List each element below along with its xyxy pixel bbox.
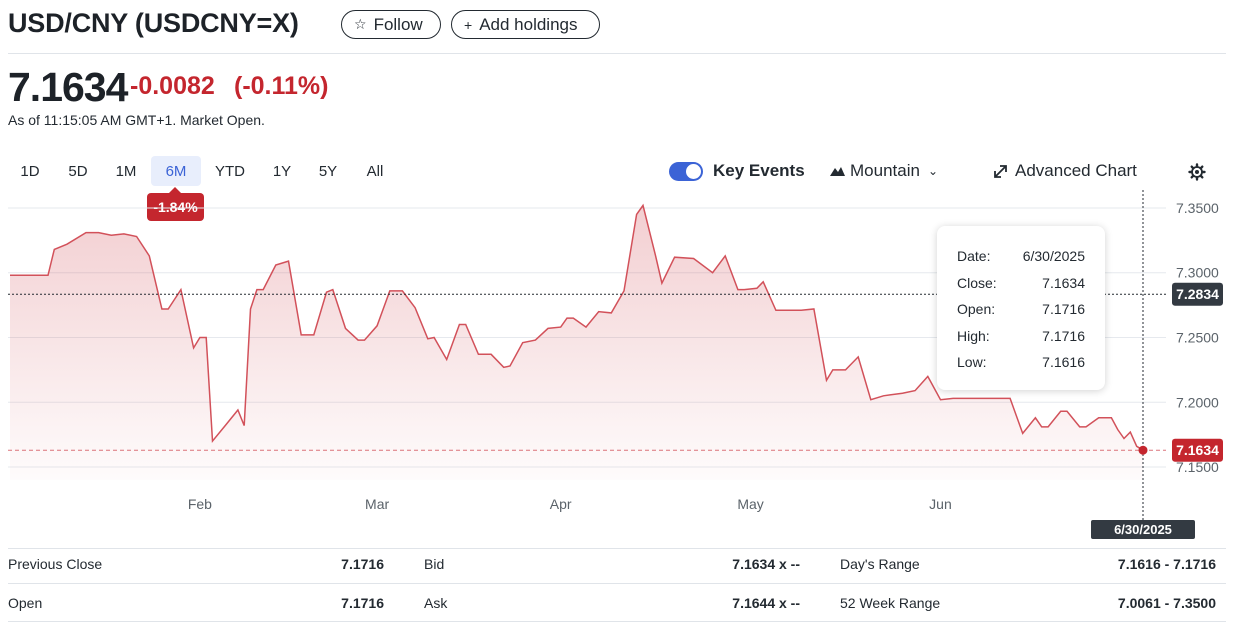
page-title: USD/CNY (USDCNY=X) (8, 8, 299, 38)
x-tick-label: Feb (188, 496, 212, 512)
header-divider (8, 53, 1226, 54)
stat-label: Previous Close (8, 556, 103, 572)
crosshair-price-label: 7.2834 (1172, 282, 1223, 306)
tooltip-close-row: Close: 7.1634 (957, 275, 1085, 291)
stats-bottom-divider (8, 621, 1226, 622)
quote-timestamp: As of 11:15:05 AM GMT+1. Market Open. (8, 112, 265, 128)
tooltip-low-value: 7.1616 (1042, 354, 1085, 370)
key-events-label: Key Events (713, 161, 805, 180)
tooltip-open-row: Open: 7.1716 (957, 301, 1085, 317)
add-holdings-label: Add holdings (479, 14, 578, 34)
last-price-dot (1138, 445, 1148, 455)
expand-icon (994, 164, 1007, 178)
stats-row-divider (8, 583, 1226, 584)
stats-top-divider (8, 548, 1226, 549)
range-6m[interactable]: 6M (151, 156, 201, 186)
data-tooltip: Date: 6/30/2025 Close: 7.1634 Open: 7.17… (937, 226, 1105, 390)
x-tick-label: Mar (365, 496, 389, 512)
price-change-percent: (-0.11%) (234, 72, 329, 100)
tooltip-open-label: Open: (957, 301, 996, 317)
price-area (10, 205, 1143, 480)
tooltip-close-label: Close: (957, 275, 997, 291)
stat-label: 52 Week Range (840, 595, 941, 611)
price-change: -0.0082 (130, 72, 215, 100)
y-tick-label: 7.2000 (1176, 394, 1219, 410)
x-tick-label: May (737, 496, 763, 512)
crosshair-date-label: 6/30/2025 (1091, 520, 1195, 539)
x-tick-label: Jun (929, 496, 952, 512)
y-tick-label: 7.3500 (1176, 200, 1219, 216)
follow-label: Follow (373, 14, 423, 34)
key-events-toggle[interactable] (669, 162, 703, 181)
last-price-label: 7.1634 (1172, 438, 1223, 462)
range-1y[interactable]: 1Y (272, 162, 292, 180)
tooltip-date-value: 6/30/2025 (1022, 248, 1085, 264)
stat-label: Ask (424, 595, 448, 611)
tooltip-close-value: 7.1634 (1042, 275, 1085, 291)
star-icon: ☆ (354, 16, 367, 32)
advanced-chart-button[interactable]: Advanced Chart (993, 161, 1137, 181)
range-1d[interactable]: 1D (20, 162, 40, 180)
stat-value: 7.1616 - 7.1716 (1117, 556, 1216, 572)
chart-type-label: Mountain (850, 161, 920, 180)
stat-value: 7.1716 (341, 595, 384, 611)
tooltip-low-label: Low: (957, 354, 987, 370)
tooltip-date-label: Date: (957, 248, 991, 264)
tooltip-date-row: Date: 6/30/2025 (957, 248, 1085, 264)
y-tick-label: 7.2500 (1176, 330, 1219, 346)
follow-button[interactable]: ☆ Follow (341, 10, 441, 39)
add-holdings-button[interactable]: + Add holdings (451, 10, 600, 39)
range-5y[interactable]: 5Y (318, 162, 338, 180)
stat-label: Open (8, 595, 43, 611)
range-5d[interactable]: 5D (68, 162, 88, 180)
period-change-badge: -1.84% (147, 187, 204, 221)
stat-value: 7.0061 - 7.3500 (1117, 595, 1216, 611)
svg-text:6/30/2025: 6/30/2025 (1114, 522, 1172, 537)
plus-icon: + (464, 16, 473, 33)
stat-label: Day's Range (840, 556, 920, 572)
tooltip-high-value: 7.1716 (1042, 328, 1085, 344)
advanced-chart-label: Advanced Chart (1015, 161, 1137, 180)
stat-value: 7.1634 x -- (732, 556, 800, 572)
mountain-icon (830, 167, 845, 176)
tooltip-open-value: 7.1716 (1042, 301, 1085, 317)
tooltip-high-label: High: (957, 328, 990, 344)
range-1m[interactable]: 1M (115, 162, 137, 180)
svg-text:7.1634: 7.1634 (1176, 442, 1219, 458)
stat-value: 7.1644 x -- (732, 595, 800, 611)
price-line (10, 203, 1144, 451)
stat-value: 7.1716 (341, 556, 384, 572)
svg-text:7.2834: 7.2834 (1176, 286, 1219, 302)
stat-label: Bid (424, 556, 445, 572)
x-tick-label: Apr (550, 496, 572, 512)
current-price: 7.1634 (8, 64, 128, 110)
range-all[interactable]: All (366, 162, 384, 180)
tooltip-high-row: High: 7.1716 (957, 328, 1085, 344)
gear-icon[interactable] (1188, 163, 1206, 181)
tooltip-low-row: Low: 7.1616 (957, 354, 1085, 370)
chart-type-dropdown[interactable]: Mountain ⌄ (830, 161, 938, 181)
range-ytd[interactable]: YTD (215, 162, 245, 180)
y-tick-label: 7.1500 (1176, 459, 1219, 475)
chevron-down-icon: ⌄ (927, 164, 938, 178)
y-tick-label: 7.3000 (1176, 265, 1219, 281)
